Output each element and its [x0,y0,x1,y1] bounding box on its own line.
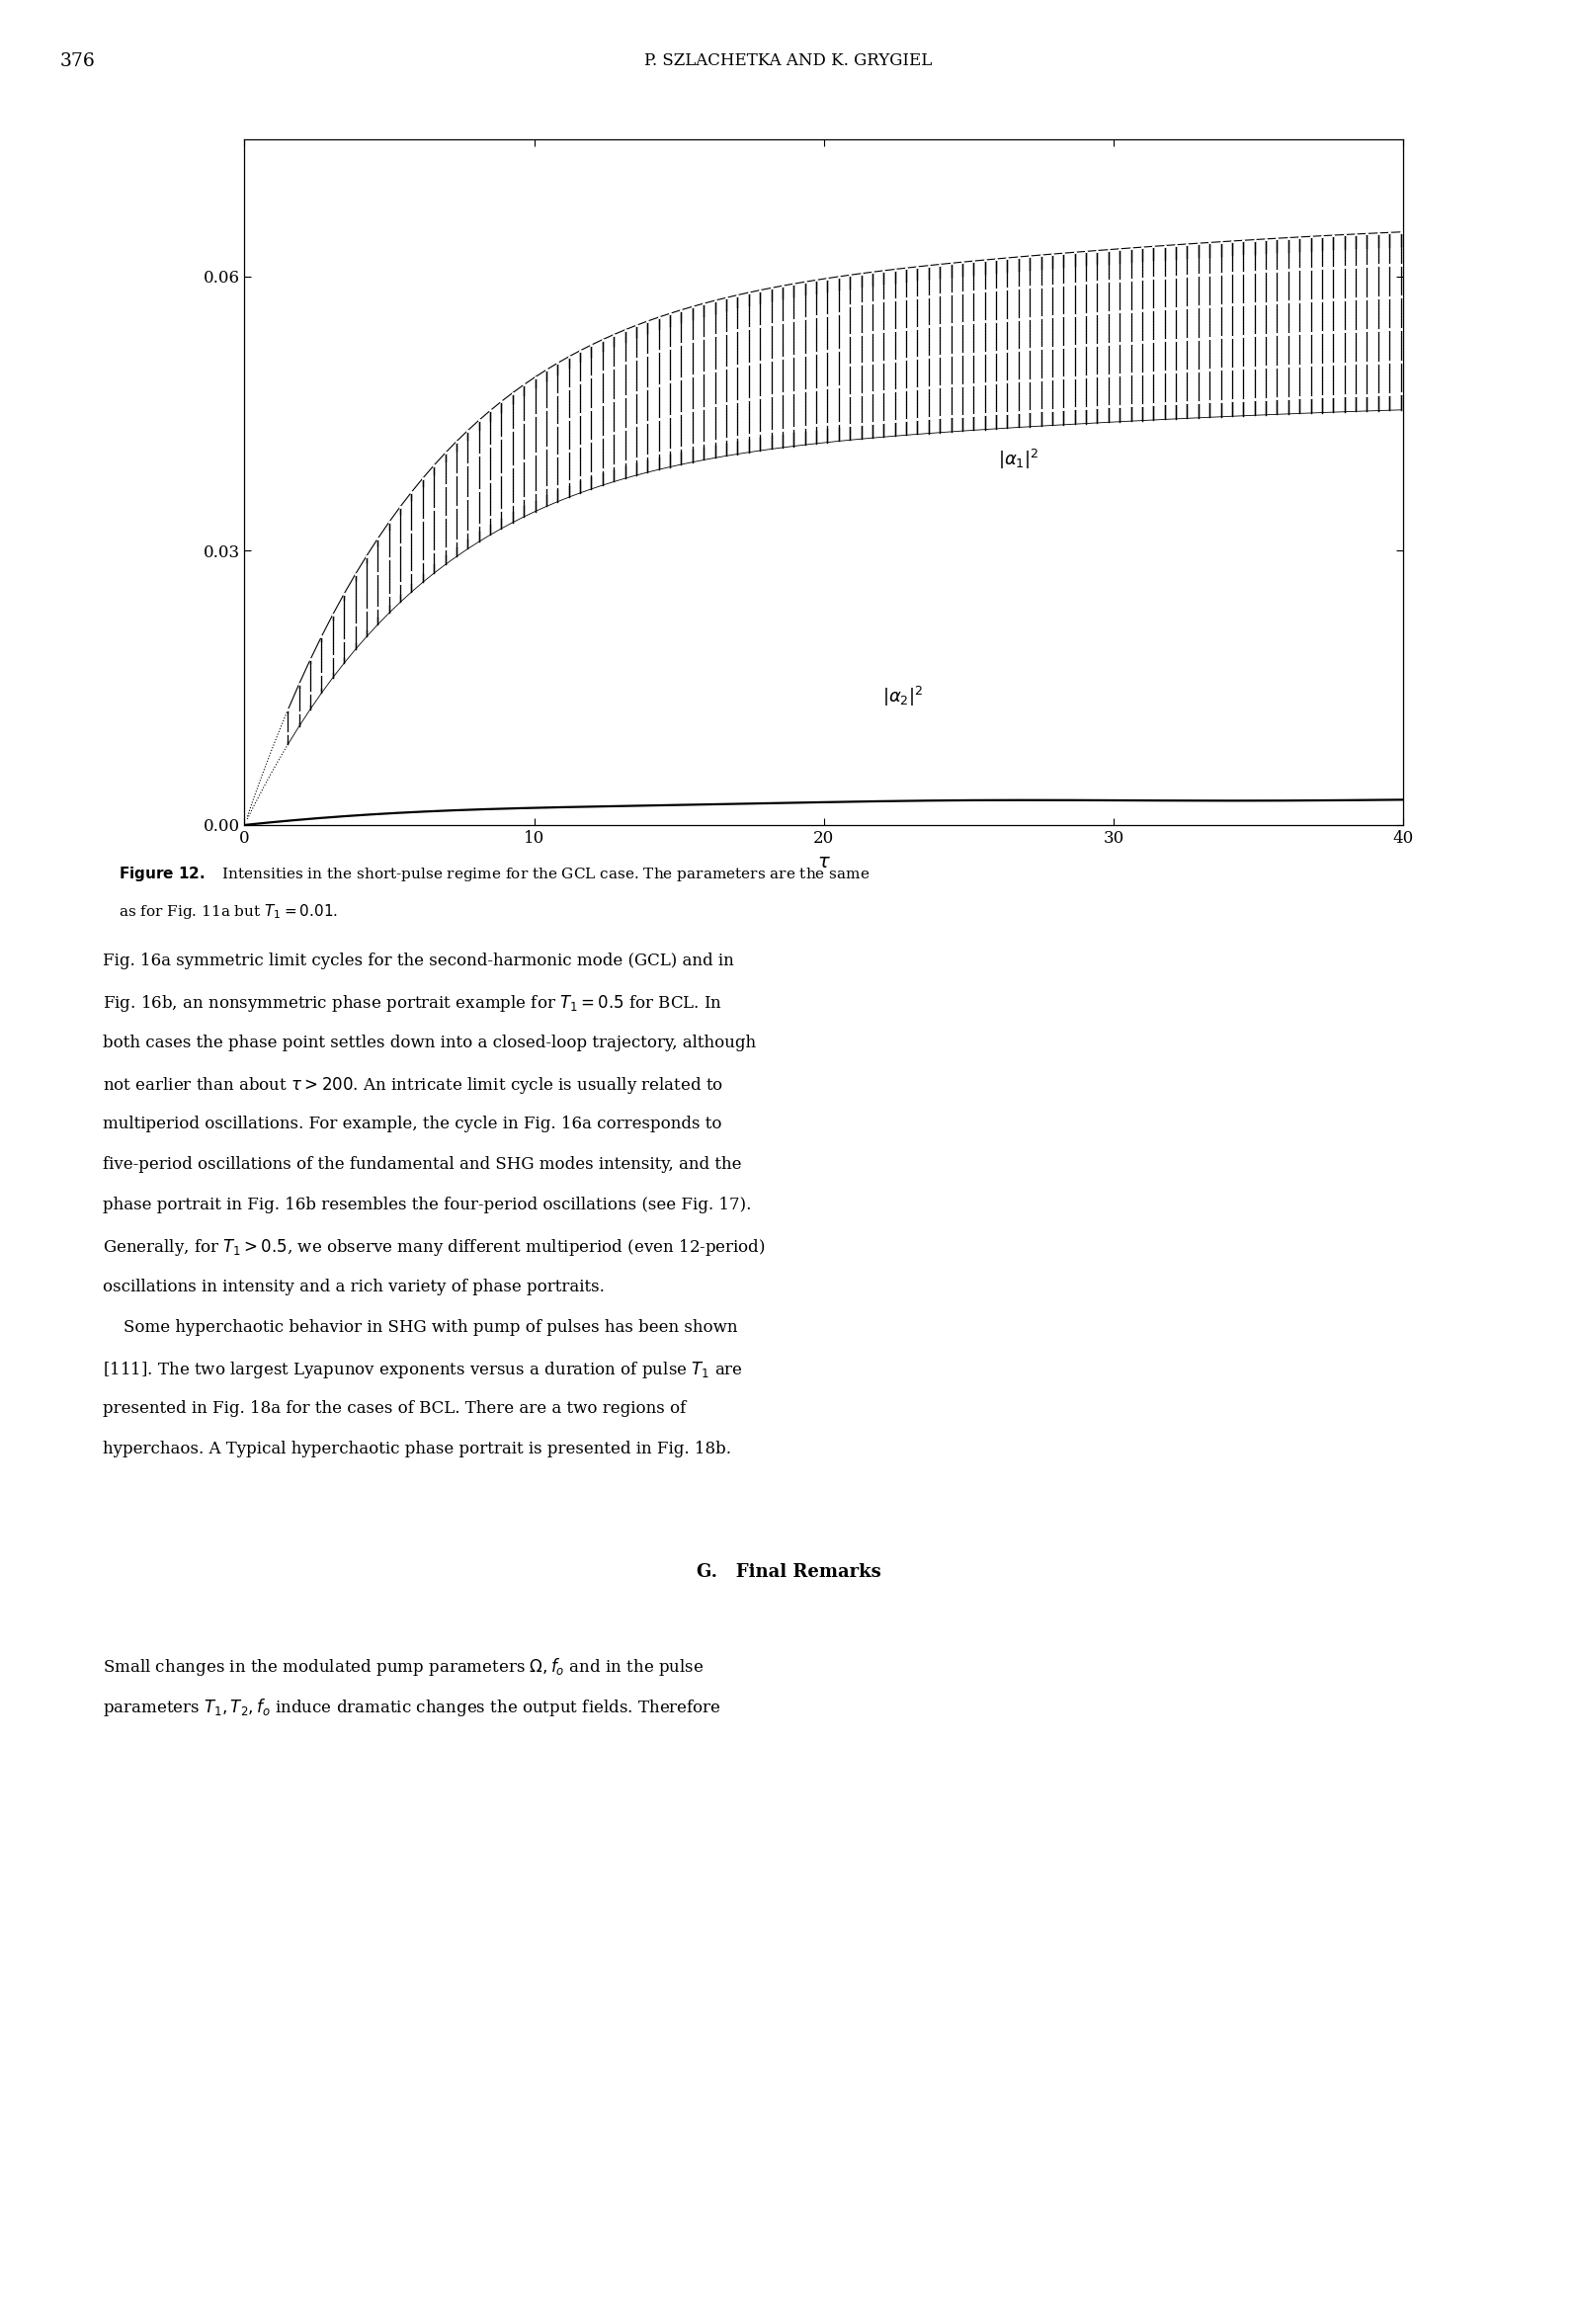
Text: $|\alpha_2|^2$: $|\alpha_2|^2$ [882,686,923,709]
Text: P. SZLACHETKA AND K. GRYGIEL: P. SZLACHETKA AND K. GRYGIEL [645,53,932,70]
Text: multiperiod oscillations. For example, the cycle in Fig. 16a corresponds to: multiperiod oscillations. For example, t… [103,1116,722,1132]
Text: Small changes in the modulated pump parameters $\Omega, f_o$ and in the pulse: Small changes in the modulated pump para… [103,1657,703,1678]
Text: presented in Fig. 18a for the cases of BCL. There are a two regions of: presented in Fig. 18a for the cases of B… [103,1399,686,1418]
Text: $|\alpha_1|^2$: $|\alpha_1|^2$ [998,449,1039,472]
Text: both cases the phase point settles down into a closed-loop trajectory, although: both cases the phase point settles down … [103,1034,755,1050]
Text: not earlier than about $\tau > 200$. An intricate limit cycle is usually related: not earlier than about $\tau > 200$. An … [103,1074,724,1095]
Text: parameters $T_1, T_2, f_o$ induce dramatic changes the output fields. Therefore: parameters $T_1, T_2, f_o$ induce dramat… [103,1697,721,1717]
Text: Fig. 16a symmetric limit cycles for the second-harmonic mode (GCL) and in: Fig. 16a symmetric limit cycles for the … [103,953,733,969]
Text: Fig. 16b, an nonsymmetric phase portrait example for $T_1 = 0.5$ for BCL. In: Fig. 16b, an nonsymmetric phase portrait… [103,995,722,1013]
Text: oscillations in intensity and a rich variety of phase portraits.: oscillations in intensity and a rich var… [103,1278,604,1294]
Text: phase portrait in Fig. 16b resembles the four-period oscillations (see Fig. 17).: phase portrait in Fig. 16b resembles the… [103,1197,751,1213]
Text: G.   Final Remarks: G. Final Remarks [695,1564,882,1580]
Text: [111]. The two largest Lyapunov exponents versus a duration of pulse $T_1$ are: [111]. The two largest Lyapunov exponent… [103,1360,743,1380]
Text: 376: 376 [60,53,95,70]
Text: Some hyperchaotic behavior in SHG with pump of pulses has been shown: Some hyperchaotic behavior in SHG with p… [103,1320,738,1336]
Text: five-period oscillations of the fundamental and SHG modes intensity, and the: five-period oscillations of the fundamen… [103,1157,741,1174]
Text: $\mathbf{Figure\ 12.}$   Intensities in the short-pulse regime for the GCL case.: $\mathbf{Figure\ 12.}$ Intensities in th… [118,865,869,883]
Text: hyperchaos. A Typical hyperchaotic phase portrait is presented in Fig. 18b.: hyperchaos. A Typical hyperchaotic phase… [103,1441,730,1457]
Text: as for Fig. 11a but $T_1 = 0.01$.: as for Fig. 11a but $T_1 = 0.01$. [118,902,337,920]
Text: Generally, for $T_1 > 0.5$, we observe many different multiperiod (even 12-perio: Generally, for $T_1 > 0.5$, we observe m… [103,1236,765,1257]
X-axis label: $\tau$: $\tau$ [817,853,831,872]
